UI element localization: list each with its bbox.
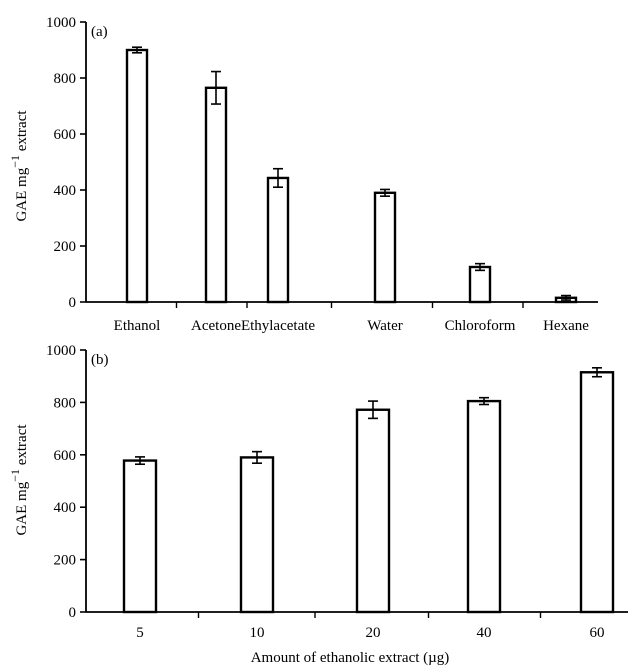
y-tick-label: 1000 [46,15,76,31]
bar-40 [466,399,502,614]
y-tick-label: 600 [54,448,77,464]
y-tick-label: 800 [54,71,77,87]
category-label: 10 [250,625,265,641]
category-label: 60 [590,625,605,641]
y-axis-label-tail: extract [14,424,30,469]
x-axis-label: Amount of ethanolic extract (µg) [251,650,450,666]
category-label: Acetone [191,318,241,334]
y-axis-label-tail: extract [14,110,30,155]
category-label: Hexane [543,318,589,334]
y-axis-label-main: GAE mg [14,167,30,221]
bar-chloroform [468,265,492,304]
y-tick-label: 600 [54,127,77,143]
bar-60 [579,371,615,614]
panel-label: (b) [91,352,109,368]
category-label: Water [367,318,402,334]
category-label: 40 [477,625,492,641]
category-label: Ethanol [114,318,161,334]
y-tick-label: 0 [69,295,77,311]
y-axis-label-main: GAE mg [14,481,30,535]
category-label: Ethylacetate [241,318,315,334]
y-tick-label: 400 [54,500,77,516]
y-tick-label: 200 [54,239,77,255]
panel-label: (a) [91,24,108,40]
y-axis-label-sup: −1 [8,155,22,168]
y-axis-label: GAE mg−1 extract [8,110,30,222]
y-axis-label-sup: −1 [8,469,22,482]
y-tick-label: 200 [54,553,77,569]
category-label: 20 [366,625,381,641]
bar-acetone [204,86,228,304]
bar-ethylacetate [266,176,290,304]
bar-20 [355,408,391,614]
bar-5 [122,459,158,614]
y-axis-label: GAE mg−1 extract [8,424,30,536]
y-tick-label: 1000 [46,343,76,359]
y-tick-label: 400 [54,183,77,199]
bar-10 [239,456,275,614]
y-tick-label: 0 [69,605,77,621]
category-label: Chloroform [445,318,516,334]
bar-ethanol [125,48,149,304]
bar-water [373,191,397,304]
y-tick-label: 800 [54,395,77,411]
category-label: 5 [136,625,144,641]
panel-a: 0 200 400 600 800 1000 Ethanol Acetone Ethylacet… [8,15,598,334]
